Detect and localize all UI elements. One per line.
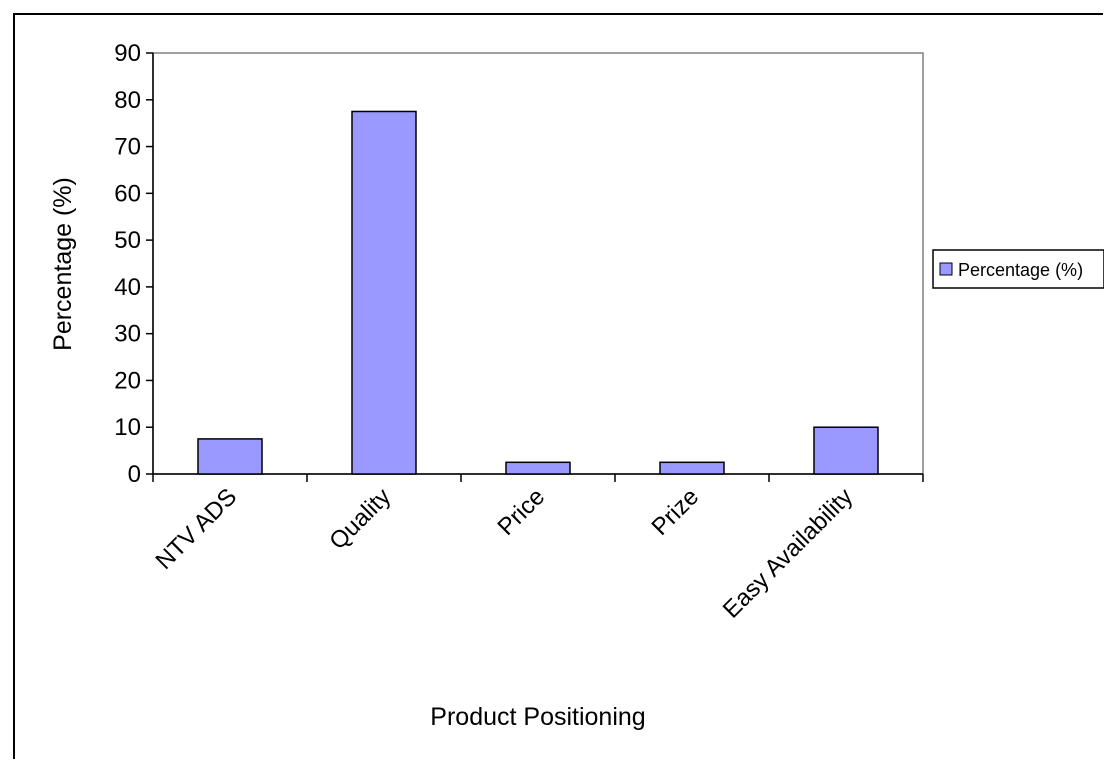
bar bbox=[659, 461, 725, 475]
bars bbox=[197, 110, 879, 475]
x-category-label: Price bbox=[492, 483, 550, 541]
legend-label: Percentage (%) bbox=[958, 260, 1083, 280]
legend: Percentage (%) bbox=[932, 249, 1104, 289]
x-category-label: Quality bbox=[324, 483, 396, 555]
plot-area bbox=[152, 52, 924, 475]
plot-border bbox=[152, 52, 924, 475]
y-tick-label: 90 bbox=[114, 40, 141, 67]
y-tick-label: 40 bbox=[114, 274, 141, 301]
x-axis-title: Product Positioning bbox=[430, 703, 645, 731]
bar bbox=[197, 438, 263, 475]
legend-swatch bbox=[939, 262, 953, 276]
y-tick-label: 10 bbox=[114, 414, 141, 441]
y-tick-label: 60 bbox=[114, 180, 141, 207]
x-category-label: NTV ADS bbox=[151, 483, 243, 575]
bar bbox=[505, 461, 571, 475]
x-category-label: Prize bbox=[646, 483, 704, 541]
x-axis-ticks: NTV ADS Quality Price Prize Easy Availabilit… bbox=[151, 474, 924, 624]
y-tick-label: 0 bbox=[128, 461, 141, 488]
y-tick-label: 20 bbox=[114, 367, 141, 394]
y-axis-title: Percentage (%) bbox=[49, 177, 77, 351]
legend-box bbox=[932, 249, 1104, 289]
y-tick-label: 70 bbox=[114, 134, 141, 161]
y-tick-label: 30 bbox=[114, 321, 141, 348]
bar bbox=[351, 110, 417, 475]
chart-frame bbox=[13, 13, 1103, 759]
y-tick-label: 50 bbox=[114, 227, 141, 254]
bar bbox=[813, 426, 879, 475]
y-tick-label: 80 bbox=[114, 87, 141, 114]
x-category-label: Easy Availability bbox=[718, 483, 858, 623]
y-axis-ticks: 0 10 20 30 40 50 60 70 80 90 bbox=[114, 40, 153, 488]
